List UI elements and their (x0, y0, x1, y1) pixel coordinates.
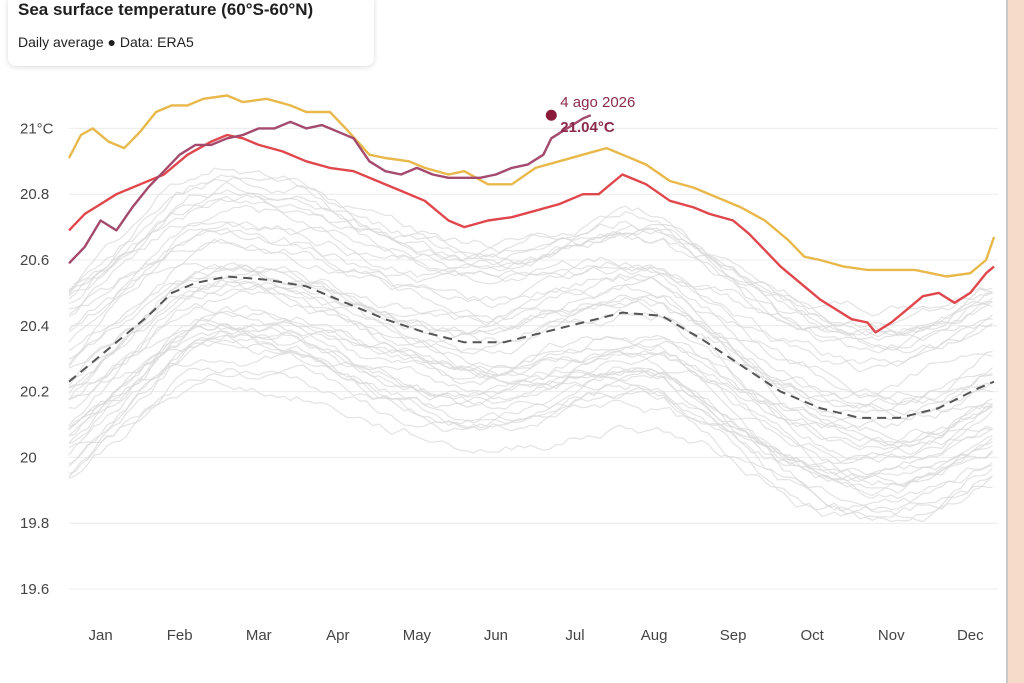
historical-year-line (68, 221, 993, 337)
x-tick-label: Jul (565, 627, 584, 644)
historical-year-line (68, 264, 993, 416)
historical-year-line (68, 189, 993, 328)
historical-year-line (68, 316, 993, 463)
historical-year-line (68, 167, 993, 338)
y-tick-label: 19.6 (20, 581, 49, 598)
historical-year-line (68, 276, 993, 451)
x-tick-label: Dec (957, 627, 984, 644)
historical-year-line (68, 262, 993, 409)
historical-year-line (68, 279, 993, 448)
x-tick-label: Jan (89, 627, 113, 644)
climatology-mean-line (68, 275, 995, 419)
x-tick-label: Feb (167, 627, 193, 644)
historical-year-line (68, 238, 993, 367)
historical-year-line (68, 352, 993, 467)
x-tick-label: Nov (878, 627, 905, 644)
x-tick-label: Jun (484, 627, 508, 644)
annotation-date: 4 ago 2026 (560, 94, 635, 111)
y-tick-label: 20.4 (20, 318, 49, 335)
right-divider (1006, 0, 1008, 683)
series-line-0 (67, 94, 996, 278)
chart-subtitle: Daily average ● Data: ERA5 (18, 34, 194, 50)
x-tick-label: Apr (326, 627, 349, 644)
y-tick-label: 21°C (20, 120, 54, 137)
y-tick-label: 20.8 (20, 186, 49, 203)
x-tick-label: Aug (641, 627, 668, 644)
historical-year-line (68, 367, 993, 521)
historical-year-line (68, 263, 993, 429)
historical-year-line (68, 364, 993, 482)
historical-year-line (68, 323, 993, 448)
historical-year-line (68, 339, 993, 511)
historical-year-line (68, 323, 993, 482)
series-line-2 (68, 114, 592, 265)
chart-header-card (8, 0, 374, 66)
right-edge-strip (1008, 0, 1024, 683)
y-tick-label: 20 (20, 449, 37, 466)
x-tick-label: Oct (801, 627, 825, 644)
historical-year-line (68, 338, 993, 523)
historical-year-line (68, 322, 993, 429)
current-value-dot (545, 109, 557, 121)
x-tick-label: May (403, 627, 432, 644)
historical-year-line (68, 305, 993, 476)
historical-year-line (68, 194, 993, 354)
y-tick-label: 20.6 (20, 252, 49, 269)
historical-year-line (68, 334, 993, 500)
historical-year-line (68, 330, 993, 494)
historical-year-line (68, 221, 993, 342)
annotation-value: 21.04°C (560, 119, 615, 136)
y-tick-label: 20.2 (20, 384, 49, 401)
x-tick-label: Sep (720, 627, 747, 644)
historical-year-line (68, 311, 993, 488)
series-line-1 (68, 133, 995, 334)
chart-title: Sea surface temperature (60°S-60°N) (18, 0, 314, 19)
historical-year-line (68, 378, 993, 512)
historical-year-line (68, 285, 993, 421)
historical-year-line (68, 229, 993, 395)
historical-year-line (68, 238, 993, 373)
x-tick-label: Mar (246, 627, 272, 644)
historical-year-line (68, 290, 993, 447)
historical-year-line (68, 265, 993, 400)
historical-year-line (68, 198, 993, 317)
historical-year-line (68, 274, 993, 406)
historical-year-line (68, 176, 993, 351)
y-tick-label: 19.8 (20, 515, 49, 532)
